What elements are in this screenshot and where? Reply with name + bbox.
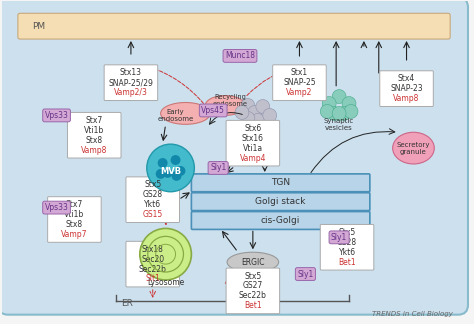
- Circle shape: [344, 105, 358, 118]
- Circle shape: [320, 105, 334, 118]
- FancyBboxPatch shape: [126, 177, 180, 223]
- Text: Lysosome: Lysosome: [147, 278, 184, 287]
- FancyBboxPatch shape: [104, 65, 158, 100]
- FancyBboxPatch shape: [191, 193, 370, 211]
- Text: Recycling
endosome: Recycling endosome: [212, 94, 247, 107]
- Circle shape: [147, 144, 194, 192]
- Text: Stx8: Stx8: [86, 136, 103, 145]
- Circle shape: [158, 158, 168, 168]
- Text: Ykt6: Ykt6: [144, 200, 161, 209]
- Text: Sec22b: Sec22b: [139, 265, 167, 273]
- FancyBboxPatch shape: [191, 174, 370, 192]
- Text: Vti1a: Vti1a: [243, 144, 263, 153]
- Circle shape: [175, 166, 185, 176]
- Circle shape: [163, 168, 173, 178]
- Circle shape: [332, 107, 346, 120]
- Text: PM: PM: [32, 22, 45, 31]
- Text: Stx16: Stx16: [242, 134, 264, 143]
- Text: Stx5: Stx5: [144, 180, 161, 189]
- Text: Stx4: Stx4: [398, 74, 415, 83]
- Text: Stx7: Stx7: [86, 116, 103, 125]
- Circle shape: [172, 171, 182, 181]
- Text: Bet1: Bet1: [244, 301, 262, 310]
- Text: Vamp8: Vamp8: [81, 145, 108, 155]
- FancyBboxPatch shape: [320, 225, 374, 270]
- Ellipse shape: [205, 96, 245, 115]
- Circle shape: [248, 106, 262, 119]
- Text: Stx1: Stx1: [291, 68, 308, 77]
- Text: Sly1: Sly1: [331, 233, 347, 242]
- Circle shape: [332, 90, 346, 103]
- Circle shape: [140, 228, 191, 280]
- Circle shape: [327, 107, 341, 120]
- Text: Stx5: Stx5: [244, 272, 262, 281]
- Circle shape: [342, 97, 356, 110]
- Text: Early
endosome: Early endosome: [157, 109, 194, 122]
- Text: Munc18: Munc18: [225, 52, 255, 60]
- Text: MVB: MVB: [160, 168, 181, 176]
- Circle shape: [235, 106, 249, 119]
- Text: Vps33: Vps33: [45, 203, 69, 212]
- Text: SNAP-23: SNAP-23: [390, 84, 423, 93]
- Text: GS15: GS15: [143, 210, 163, 219]
- Text: SNAP-25: SNAP-25: [283, 78, 316, 87]
- Circle shape: [171, 155, 181, 165]
- Circle shape: [322, 97, 336, 110]
- Text: Stx6: Stx6: [244, 124, 262, 133]
- Text: TGN: TGN: [271, 178, 290, 187]
- Text: Vti1b: Vti1b: [64, 210, 84, 219]
- Text: Vamp7: Vamp7: [61, 230, 88, 239]
- Text: Stx8: Stx8: [66, 220, 83, 229]
- Text: GS28: GS28: [143, 190, 163, 199]
- Circle shape: [241, 98, 255, 112]
- Ellipse shape: [227, 252, 279, 272]
- Circle shape: [251, 113, 265, 127]
- Circle shape: [155, 169, 165, 179]
- Text: Golgi stack: Golgi stack: [255, 197, 306, 206]
- Text: GS27: GS27: [243, 282, 263, 290]
- Text: Vps45: Vps45: [201, 106, 225, 115]
- Circle shape: [263, 109, 277, 122]
- Text: Vti1b: Vti1b: [84, 126, 104, 135]
- Text: Vamp8: Vamp8: [393, 94, 419, 103]
- Text: Vps33: Vps33: [45, 111, 69, 120]
- Text: Sly1: Sly1: [210, 163, 226, 172]
- Text: Synaptic
vesicles: Synaptic vesicles: [324, 118, 354, 131]
- Text: Bet1: Bet1: [338, 258, 356, 267]
- Text: Stx13: Stx13: [120, 68, 142, 77]
- FancyBboxPatch shape: [226, 120, 280, 166]
- Text: Vamp2/3: Vamp2/3: [114, 88, 148, 97]
- FancyBboxPatch shape: [226, 268, 280, 314]
- FancyBboxPatch shape: [126, 241, 180, 287]
- Text: SNAP-25/29: SNAP-25/29: [109, 78, 154, 87]
- Text: ERGIC: ERGIC: [241, 258, 264, 267]
- FancyBboxPatch shape: [67, 112, 121, 158]
- Text: Vamp2: Vamp2: [286, 88, 313, 97]
- FancyBboxPatch shape: [191, 212, 370, 229]
- FancyBboxPatch shape: [0, 0, 468, 315]
- Circle shape: [241, 111, 255, 125]
- FancyBboxPatch shape: [380, 71, 433, 107]
- Text: Sly1: Sly1: [297, 270, 313, 279]
- Text: GS28: GS28: [337, 238, 357, 247]
- Ellipse shape: [392, 132, 434, 164]
- Ellipse shape: [161, 102, 210, 124]
- FancyBboxPatch shape: [48, 197, 101, 242]
- Circle shape: [337, 107, 351, 120]
- FancyBboxPatch shape: [18, 13, 450, 39]
- Text: TRENDS in Cell Biology: TRENDS in Cell Biology: [372, 311, 453, 317]
- Text: ER: ER: [121, 299, 133, 308]
- Text: Slt1: Slt1: [146, 274, 160, 284]
- FancyBboxPatch shape: [273, 65, 326, 100]
- Text: Stx7: Stx7: [66, 200, 83, 209]
- Text: Vamp4: Vamp4: [240, 154, 266, 163]
- Text: Sec20: Sec20: [141, 255, 164, 264]
- Circle shape: [256, 99, 270, 113]
- Text: Stx5: Stx5: [338, 228, 356, 237]
- Text: Ykt6: Ykt6: [338, 248, 356, 257]
- Text: cis-Golgi: cis-Golgi: [261, 216, 301, 225]
- Text: Stx18: Stx18: [142, 245, 164, 254]
- Text: Secretory
granule: Secretory granule: [397, 142, 430, 155]
- Text: Sec22b: Sec22b: [239, 291, 267, 300]
